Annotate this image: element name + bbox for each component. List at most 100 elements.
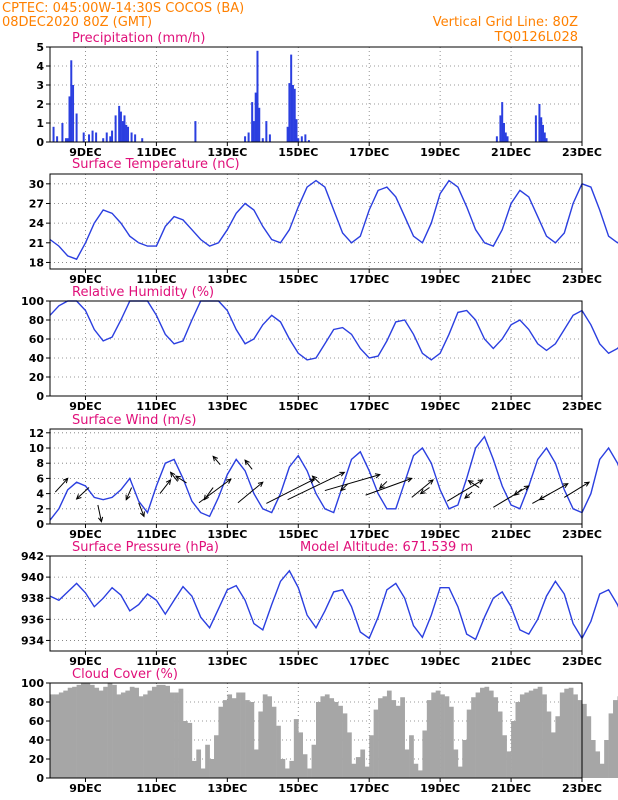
precip-bar	[61, 123, 64, 142]
wind-vector	[379, 481, 388, 489]
precip-bar	[534, 115, 537, 142]
cloud-bar	[564, 688, 569, 778]
wind-vector-head	[477, 479, 484, 485]
wind-vector	[539, 493, 551, 501]
precip-bar	[258, 107, 261, 142]
precip-bar	[268, 134, 271, 142]
y-tick-label: 60	[29, 333, 45, 346]
cloud-bar	[76, 684, 82, 778]
cloud-bar	[169, 692, 175, 778]
panel-frame	[49, 682, 583, 779]
cloud-bar	[395, 705, 401, 778]
cloud-bar	[72, 686, 77, 778]
cloud-bar	[404, 749, 410, 778]
wind-vector-head	[225, 478, 232, 484]
cloud-bar	[316, 702, 321, 778]
x-tick-label: 15DEC	[278, 146, 318, 159]
cloud-bar	[160, 684, 166, 778]
x-tick-label: 23DEC	[562, 400, 602, 413]
cloud-bar	[107, 683, 113, 778]
y-tick-label: 8	[36, 457, 44, 470]
cloud-bar	[440, 694, 445, 778]
x-tick-label: 23DEC	[562, 273, 602, 286]
x-tick-label: 9DEC	[69, 528, 101, 541]
cloud-bar	[431, 692, 436, 778]
wind-vector-head	[244, 459, 250, 466]
cloud-bar	[231, 698, 237, 778]
cloud-bar	[156, 684, 162, 778]
temp-line	[49, 179, 618, 261]
cloud-bar	[559, 692, 565, 778]
cloud-bar	[85, 683, 91, 778]
cloud-bar	[218, 706, 224, 778]
cloud-bar	[227, 694, 233, 778]
x-tick-label: 17DEC	[349, 655, 389, 668]
cloud-bar	[471, 697, 476, 778]
wind-vector-head	[379, 483, 385, 490]
cloud-bar	[276, 725, 281, 778]
wind-vector-head	[428, 479, 434, 485]
y-tick-label: 80	[29, 696, 45, 709]
y-tick-label: 30	[29, 178, 45, 191]
cloud-bar	[453, 749, 459, 778]
cloud-bar	[94, 687, 100, 778]
panel-bg	[50, 301, 582, 396]
cloud-bar	[245, 700, 250, 778]
cloud-bar	[267, 696, 272, 778]
wind-vector-head	[467, 480, 474, 486]
x-tick-label: 17DEC	[349, 782, 389, 795]
cloud-bar	[63, 690, 69, 778]
cloud-bar	[338, 705, 343, 778]
wind-vector	[138, 502, 145, 517]
cloud-bar	[329, 698, 335, 778]
cloud-bar	[89, 684, 95, 778]
panel-frame	[49, 555, 583, 652]
precip-bar	[130, 132, 133, 142]
x-tick-label: 13DEC	[207, 528, 247, 541]
precip-bar	[252, 121, 255, 142]
wind-vector	[514, 488, 523, 496]
x-tick-label: 21DEC	[491, 655, 531, 668]
y-tick-label: 942	[21, 550, 44, 563]
cloud-bar	[475, 692, 481, 778]
x-tick-label: 23DEC	[562, 655, 602, 668]
x-tick-label: 11DEC	[136, 782, 176, 795]
y-tick-label: 4	[36, 60, 44, 73]
wind-vector-head	[584, 481, 591, 487]
cloud-bar	[81, 683, 86, 778]
wind-vector	[420, 487, 430, 495]
x-tick-label: 15DEC	[278, 400, 318, 413]
cloud-bar	[307, 768, 312, 778]
precip-bar	[88, 134, 91, 142]
x-tick-label: 21DEC	[491, 146, 531, 159]
y-tick-label: 5	[36, 41, 44, 54]
precip-bar	[290, 54, 293, 142]
wind-vector	[365, 477, 412, 496]
cloud-bar	[506, 751, 512, 778]
panel-precip: 0 1 2 3 4 5 9DEC 11DEC 13DEC 15DEC 17DEC 19DEC 21DEC…	[36, 31, 602, 159]
cloud-bar	[386, 690, 392, 778]
y-tick-label: 40	[29, 734, 45, 747]
cloud-bar	[378, 698, 383, 778]
panel-frame	[49, 300, 583, 397]
panel-temp: 18 21 24 27 30 9DEC 11DEC 13DEC 15DEC 17DEC 19DEC 2…	[29, 157, 618, 286]
precip-bar	[261, 138, 264, 142]
precip-bar	[125, 124, 128, 142]
x-tick-label: 17DEC	[349, 528, 389, 541]
panel-title: Surface Wind (m/s)	[72, 413, 196, 428]
precip-bar	[540, 117, 543, 142]
y-tick-label: 60	[29, 715, 45, 728]
precip-bar	[265, 121, 268, 142]
wind-vector-head	[311, 475, 318, 481]
y-tick-label: 934	[21, 634, 44, 647]
precip-bar	[64, 138, 67, 142]
y-tick-label: 2	[36, 98, 44, 111]
x-tick-label: 23DEC	[562, 782, 602, 795]
x-tick-label: 21DEC	[491, 528, 531, 541]
wind-vector	[266, 478, 315, 504]
wind-vector-head	[97, 516, 104, 523]
y-tick-label: 938	[21, 592, 44, 605]
cloud-bar	[608, 713, 614, 778]
wind-vector	[125, 487, 133, 500]
